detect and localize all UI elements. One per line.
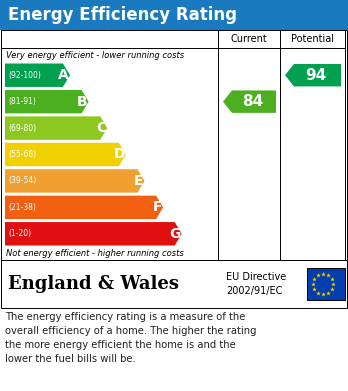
Text: (21-38): (21-38) <box>8 203 36 212</box>
Text: E: E <box>134 174 143 188</box>
Text: (92-100): (92-100) <box>8 71 41 80</box>
Polygon shape <box>5 90 89 113</box>
Polygon shape <box>5 222 182 246</box>
Bar <box>0 0 348 30</box>
Text: The energy efficiency rating is a measure of the
overall efficiency of a home. T: The energy efficiency rating is a measur… <box>5 312 256 364</box>
Text: A: A <box>58 68 69 82</box>
Text: G: G <box>169 227 181 241</box>
Polygon shape <box>5 63 70 87</box>
Text: (55-68): (55-68) <box>8 150 36 159</box>
Text: (81-91): (81-91) <box>8 97 36 106</box>
Text: 94: 94 <box>306 68 327 83</box>
Polygon shape <box>223 90 276 113</box>
Polygon shape <box>5 169 144 193</box>
Bar <box>1 30 347 260</box>
Text: 84: 84 <box>242 94 263 109</box>
Text: (1-20): (1-20) <box>8 229 31 238</box>
Text: England & Wales: England & Wales <box>8 275 179 293</box>
Text: Current: Current <box>231 34 267 44</box>
Text: D: D <box>113 147 125 161</box>
Polygon shape <box>5 143 126 166</box>
Bar <box>1 260 347 308</box>
Polygon shape <box>5 196 163 219</box>
Text: Potential: Potential <box>291 34 334 44</box>
Text: Energy Efficiency Rating: Energy Efficiency Rating <box>8 6 237 24</box>
Text: C: C <box>96 121 106 135</box>
Text: Very energy efficient - lower running costs: Very energy efficient - lower running co… <box>6 50 184 59</box>
Text: B: B <box>77 95 88 109</box>
Text: EU Directive
2002/91/EC: EU Directive 2002/91/EC <box>226 272 286 296</box>
Text: (69-80): (69-80) <box>8 124 36 133</box>
Polygon shape <box>5 117 107 140</box>
Text: F: F <box>153 200 162 214</box>
Bar <box>307 268 345 300</box>
Polygon shape <box>285 64 341 86</box>
Text: (39-54): (39-54) <box>8 176 36 185</box>
Text: Not energy efficient - higher running costs: Not energy efficient - higher running co… <box>6 249 184 258</box>
